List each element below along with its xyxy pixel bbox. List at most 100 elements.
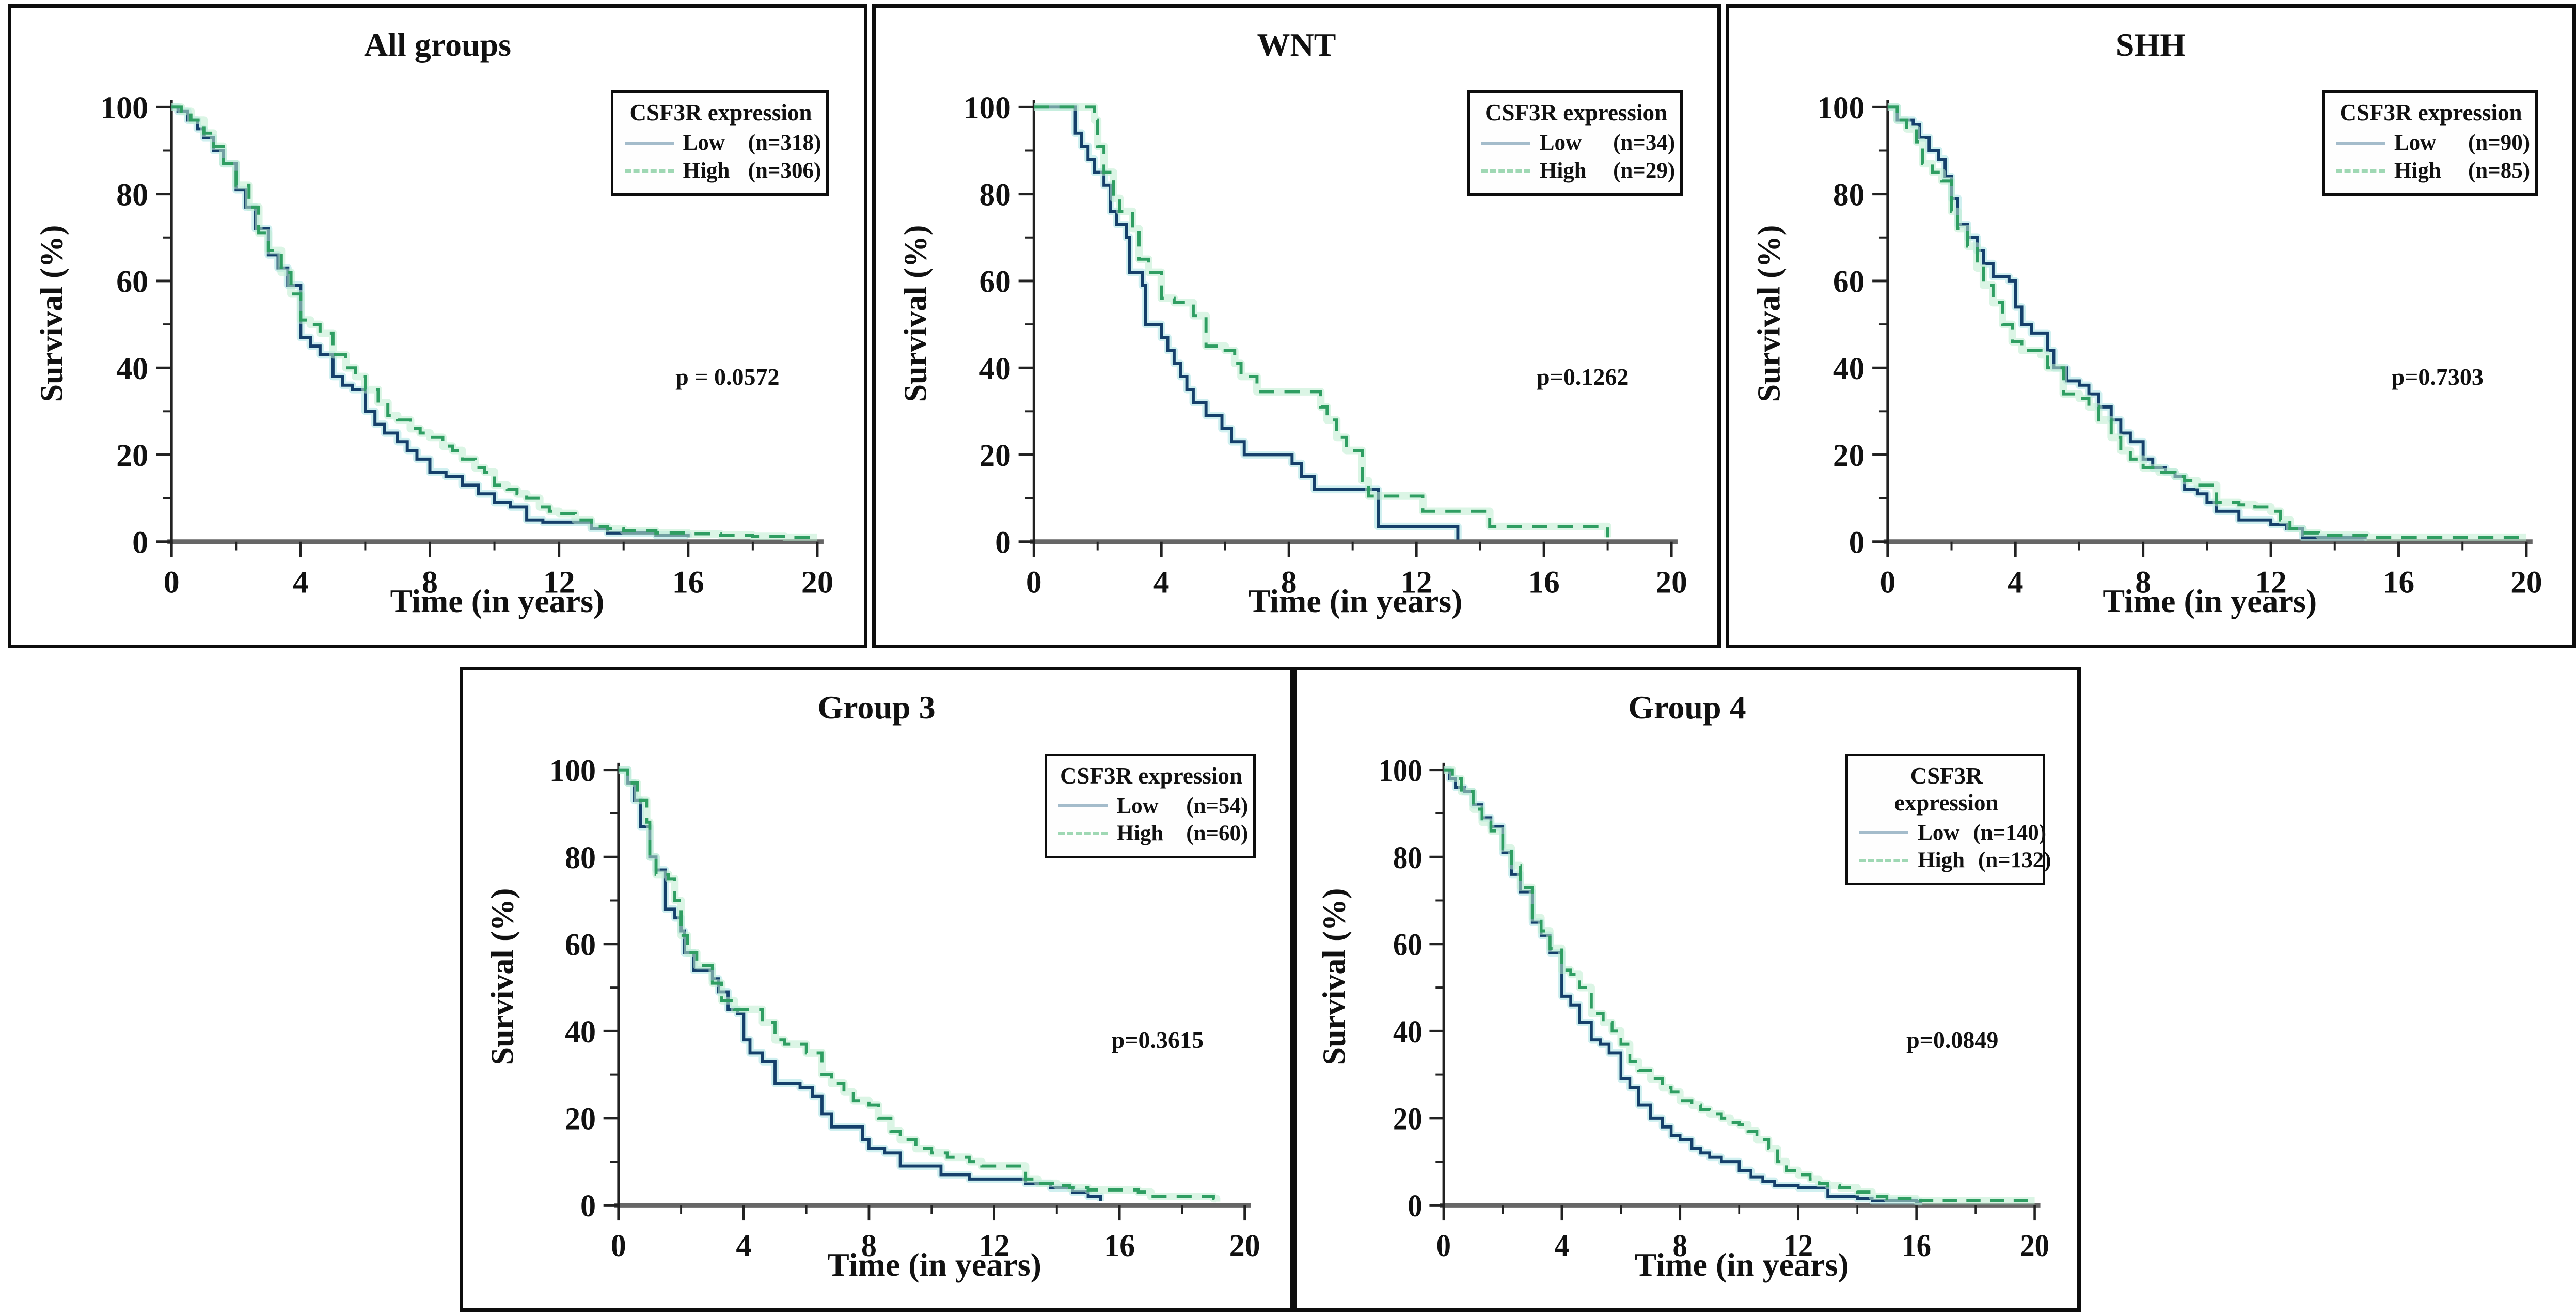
svg-text:16: 16 [1104,1229,1135,1264]
legend-box: CSF3R expression Low (n=54) High (n=60) [1044,753,1256,859]
legend-low-label: Low [2394,131,2437,155]
low-line-swatch-icon [1859,831,1909,835]
svg-text:0: 0 [611,1229,626,1264]
svg-text:0: 0 [1026,565,1042,600]
legend-high-n: (n=60) [1186,821,1249,846]
svg-text:80: 80 [1393,840,1423,875]
legend-low-n: (n=90) [2468,131,2531,155]
legend-high-n: (n=306) [748,159,821,183]
legend-low-n: (n=140) [1973,820,2047,845]
legend-row-high: High (n=132) [1855,847,2051,874]
svg-text:0: 0 [164,565,180,600]
legend-high-label: High [2394,159,2441,183]
legend-title: CSF3R expression [1894,762,1999,816]
low-line-swatch-icon [1481,142,1530,145]
svg-text:80: 80 [565,840,596,875]
legend-high-label: High [1918,848,1965,873]
svg-text:20: 20 [1655,565,1687,600]
svg-text:100: 100 [549,754,596,789]
legend-high-label: High [683,159,730,183]
svg-text:60: 60 [1833,264,1864,300]
legend-row-low: Low (n=140) [1855,819,2046,847]
svg-text:16: 16 [1902,1228,1931,1263]
p-value: p=0.3615 [1111,1027,1204,1054]
svg-text:60: 60 [1393,927,1423,962]
low-line-swatch-icon [624,142,674,145]
legend-high-n: (n=132) [1978,848,2051,873]
legend-row-low: Low (n=90) [2332,129,2530,157]
legend-row-high: High (n=60) [1054,820,1249,848]
svg-text:4: 4 [293,565,309,600]
legend-box: CSF3R expression Low (n=90) High (n=85) [2321,90,2538,196]
svg-text:4: 4 [1153,565,1170,600]
svg-text:20: 20 [565,1102,596,1137]
high-line-swatch-icon [624,169,674,173]
svg-text:100: 100 [1379,753,1423,788]
panel-group-3: Group 3 Survival (%) 0 4 8 12 16 20 0 20 40 60 80 1… [460,667,1293,1312]
legend-box: CSF3R expression Low (n=140) High (n=132… [1845,753,2051,886]
km-plot: 0 4 8 12 16 20 0 20 40 60 80 100 [1817,90,2542,600]
km-plot: 0 4 8 12 16 20 0 20 40 60 80 100 [1379,753,2049,1263]
p-value: p=0.7303 [2391,364,2484,390]
svg-text:0: 0 [1879,565,1895,600]
legend-box: CSF3R expression Low (n=318) High (n=306… [610,90,829,196]
high-line-swatch-icon [2335,169,2385,173]
x-axis-label: Time (in years) [1248,583,1463,620]
svg-text:40: 40 [1393,1014,1423,1049]
panel-shh: SHH Survival (%) 0 4 8 12 16 20 0 20 40 60 80 100 C… [1726,4,2576,648]
legend-box: CSF3R expression Low (n=34) High (n=29) [1467,90,1683,196]
svg-text:4: 4 [1555,1228,1569,1263]
svg-text:12: 12 [1783,1228,1813,1263]
svg-text:0: 0 [1849,525,1865,560]
panel-title: SHH [2115,26,2186,63]
legend-row-low: Low (n=34) [1477,129,1675,157]
svg-text:0: 0 [580,1189,596,1224]
svg-text:100: 100 [100,90,148,126]
legend-title: CSF3R expression [1060,762,1242,789]
svg-text:16: 16 [1528,565,1560,600]
panel-title: WNT [1257,26,1336,63]
svg-text:16: 16 [672,565,704,600]
svg-text:8: 8 [1281,565,1297,600]
svg-text:40: 40 [1833,351,1864,386]
x-axis-label: Time (in years) [827,1246,1041,1283]
legend-row-low: Low (n=54) [1054,792,1249,820]
legend-low-n: (n=34) [1613,131,1676,155]
svg-text:20: 20 [1393,1101,1423,1136]
p-value: p=0.1262 [1537,364,1629,390]
p-value: p=0.0849 [1906,1027,1999,1054]
svg-text:0: 0 [1408,1188,1422,1223]
svg-text:12: 12 [978,1229,1009,1264]
panel-title: Group 4 [1628,688,1746,726]
km-plot: 0 4 8 12 16 20 0 20 40 60 80 100 [549,754,1260,1264]
x-axis-label: Time (in years) [390,583,605,620]
svg-text:8: 8 [1673,1228,1687,1263]
svg-text:80: 80 [979,177,1011,212]
svg-text:20: 20 [979,438,1011,473]
svg-text:40: 40 [979,351,1011,386]
legend-title: CSF3R expression [1485,100,1667,126]
panel-title: Group 3 [817,688,936,726]
svg-text:8: 8 [422,565,438,600]
high-line-swatch-icon [1481,169,1530,173]
high-line-swatch-icon [1058,832,1108,836]
panel-wnt: WNT Survival (%) 0 4 8 12 16 20 0 20 40 60 80 100 C… [872,4,1721,648]
svg-text:100: 100 [963,90,1011,126]
km-plot: 0 4 8 12 16 20 0 20 40 60 80 100 [100,90,833,600]
legend-high-n: (n=85) [2468,159,2531,183]
panel-all-groups: All groups Survival (%) 0 4 8 12 16 20 0 20 40 60… [8,4,867,648]
svg-text:16: 16 [2383,565,2414,600]
svg-text:8: 8 [2135,565,2151,600]
svg-text:80: 80 [1833,177,1864,212]
svg-text:12: 12 [1401,565,1432,600]
legend-high-n: (n=29) [1613,159,1676,183]
svg-text:4: 4 [2008,565,2024,600]
legend-high-label: High [1116,821,1164,846]
x-axis-label: Time (in years) [2103,583,2317,620]
legend-low-n: (n=54) [1186,793,1249,818]
svg-text:80: 80 [116,178,148,213]
legend-title: CSF3R expression [2340,100,2522,126]
legend-row-low: Low (n=318) [621,129,821,157]
svg-text:60: 60 [116,264,148,300]
svg-text:60: 60 [565,928,596,963]
